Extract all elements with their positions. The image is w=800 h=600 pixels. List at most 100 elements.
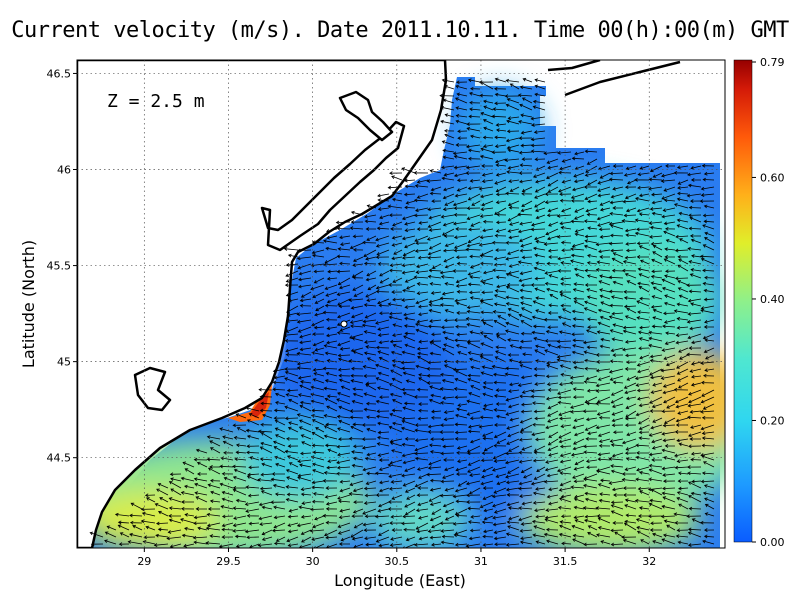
velocity-arrow	[534, 235, 546, 241]
velocity-arrow	[570, 253, 585, 258]
velocity-arrow	[391, 242, 403, 247]
velocity-arrow	[703, 325, 714, 329]
velocity-arrow	[637, 281, 650, 286]
velocity-arrow	[401, 214, 416, 221]
velocity-arrow	[557, 345, 572, 349]
velocity-arrow	[440, 529, 455, 533]
velocity-arrow	[622, 199, 637, 204]
velocity-arrow	[584, 149, 598, 154]
velocity-arrow	[338, 515, 351, 520]
velocity-arrow	[257, 477, 273, 482]
velocity-arrow	[404, 316, 416, 321]
velocity-arrow	[363, 330, 377, 335]
velocity-arrow	[232, 488, 247, 496]
velocity-arrow	[480, 318, 494, 323]
velocity-arrow	[261, 536, 273, 541]
velocity-arrow	[353, 522, 364, 529]
velocity-arrow	[571, 242, 585, 248]
velocity-arrow	[153, 543, 169, 547]
velocity-arrow	[415, 328, 429, 335]
velocity-arrow	[690, 361, 702, 366]
velocity-arrow	[375, 493, 390, 497]
velocity-arrow	[676, 438, 689, 443]
velocity-arrow	[414, 456, 429, 461]
velocity-arrow	[377, 421, 390, 426]
velocity-arrow	[465, 543, 481, 548]
velocity-arrow	[361, 437, 377, 442]
velocity-arrow	[587, 525, 598, 531]
velocity-arrow	[197, 472, 207, 476]
velocity-arrow	[636, 396, 650, 401]
velocity-arrow	[166, 536, 182, 541]
velocity-arrow	[625, 248, 637, 253]
velocity-arrow	[365, 480, 377, 486]
velocity-arrow	[456, 178, 468, 183]
velocity-arrow	[584, 424, 598, 431]
velocity-arrow	[287, 522, 299, 527]
velocity-arrow	[221, 522, 234, 528]
velocity-arrow	[532, 500, 546, 505]
velocity-arrow	[132, 524, 143, 531]
velocity-arrow	[352, 284, 364, 291]
velocity-arrow	[662, 423, 676, 428]
velocity-arrow	[118, 542, 130, 547]
velocity-arrow	[467, 424, 481, 429]
x-tick-label: 30	[306, 555, 320, 568]
velocity-arrow	[336, 444, 351, 449]
velocity-arrow	[678, 503, 689, 510]
velocity-arrow	[455, 499, 468, 504]
velocity-arrow	[234, 534, 247, 539]
velocity-arrow	[455, 277, 468, 284]
velocity-arrow	[193, 521, 208, 526]
velocity-arrow	[324, 303, 338, 308]
velocity-arrow	[505, 451, 520, 456]
velocity-arrow	[495, 402, 506, 406]
velocity-arrow	[651, 269, 663, 274]
velocity-arrow	[676, 497, 689, 503]
velocity-arrow	[353, 247, 364, 252]
velocity-arrow	[572, 186, 585, 192]
velocity-arrow	[612, 252, 624, 258]
velocity-arrow	[559, 480, 572, 487]
velocity-arrow	[401, 350, 416, 356]
velocity-arrow	[440, 451, 455, 456]
velocity-arrow	[443, 364, 455, 370]
velocity-arrow	[519, 417, 533, 424]
velocity-arrow	[378, 487, 390, 493]
velocity-arrow	[687, 481, 702, 489]
velocity-arrow	[416, 466, 429, 471]
velocity-arrow	[574, 459, 585, 466]
velocity-arrow	[556, 339, 572, 344]
velocity-arrow	[611, 337, 624, 342]
velocity-arrow	[311, 431, 325, 440]
velocity-arrow	[481, 164, 494, 168]
velocity-arrow	[530, 116, 546, 121]
velocity-arrow	[375, 284, 390, 290]
velocity-arrow	[676, 197, 689, 202]
velocity-arrow	[676, 368, 689, 375]
velocity-arrow	[546, 494, 559, 499]
velocity-arrow	[366, 270, 377, 277]
velocity-arrow	[582, 340, 598, 345]
velocity-arrow	[310, 414, 325, 419]
velocity-arrow	[482, 385, 494, 391]
velocity-arrow	[363, 303, 377, 307]
velocity-arrow	[440, 400, 455, 405]
velocity-arrow	[688, 396, 702, 404]
velocity-arrow	[467, 351, 481, 356]
velocity-arrow	[441, 165, 455, 170]
velocity-arrow	[599, 294, 611, 300]
velocity-arrow	[392, 277, 403, 283]
velocity-arrow	[275, 462, 286, 468]
velocity-arrow	[401, 366, 416, 371]
velocity-arrow	[337, 452, 351, 457]
velocity-arrow	[624, 416, 637, 421]
velocity-arrow	[455, 227, 468, 231]
velocity-arrow	[635, 455, 650, 461]
velocity-arrow	[687, 465, 702, 469]
velocity-arrow	[350, 220, 364, 224]
velocity-arrow	[326, 228, 338, 233]
velocity-arrow	[469, 438, 481, 444]
velocity-arrow	[508, 205, 520, 210]
velocity-arrow	[260, 422, 273, 427]
